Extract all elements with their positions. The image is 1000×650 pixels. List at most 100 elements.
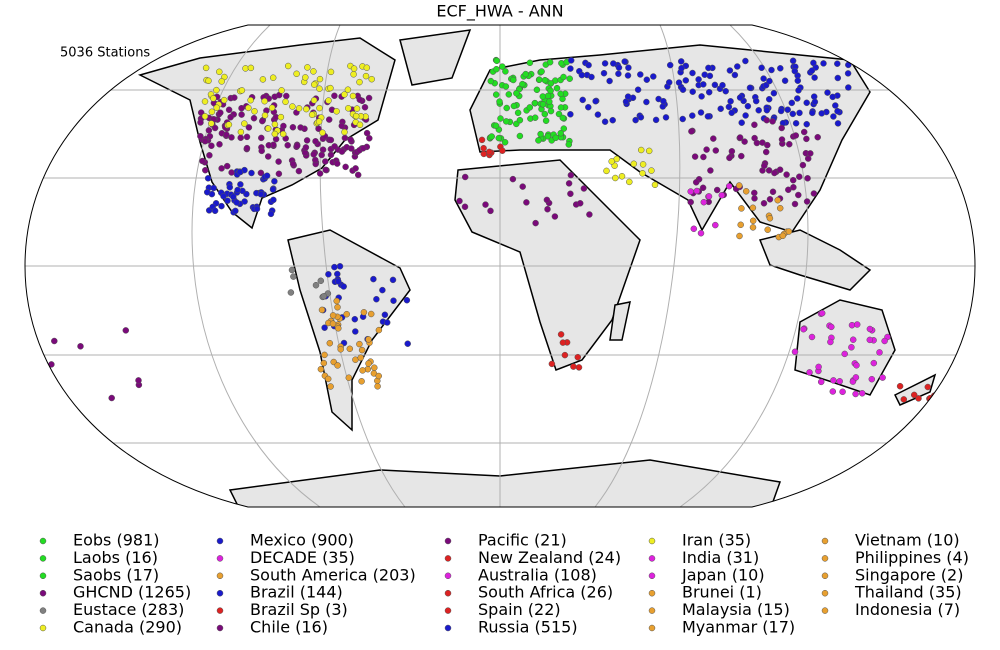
station-dot xyxy=(541,110,549,118)
station-dot xyxy=(514,109,522,117)
station-dot xyxy=(637,71,644,78)
station-dot xyxy=(557,129,564,137)
station-dot xyxy=(603,167,610,175)
station-dot xyxy=(790,184,797,191)
station-dot xyxy=(570,363,577,370)
station-dot xyxy=(728,109,735,117)
station-dot xyxy=(789,110,797,118)
station-dot xyxy=(324,375,332,383)
station-dot xyxy=(836,378,843,385)
station-dot xyxy=(806,369,813,376)
station-dot xyxy=(318,306,326,314)
station-dot xyxy=(293,70,300,78)
station-dot xyxy=(224,197,231,204)
station-dot xyxy=(284,62,292,70)
station-dot xyxy=(231,94,238,101)
station-dot xyxy=(765,167,773,174)
station-dot xyxy=(259,76,267,83)
station-dot xyxy=(327,136,335,144)
station-dot xyxy=(122,327,130,334)
station-dot xyxy=(257,169,265,177)
station-dot xyxy=(726,67,734,74)
station-dot xyxy=(352,328,359,335)
continents xyxy=(137,29,937,507)
station-dot xyxy=(785,228,793,235)
station-dot xyxy=(703,146,710,153)
station-dot xyxy=(679,115,686,123)
station-dot xyxy=(359,145,367,152)
legend-label: Brazil (144) xyxy=(250,583,343,602)
station-dot xyxy=(852,390,859,398)
station-dot xyxy=(699,184,707,192)
station-dot xyxy=(350,71,357,78)
station-dot xyxy=(896,382,904,390)
station-dot xyxy=(808,333,816,341)
station-dot xyxy=(576,200,584,207)
station-dot xyxy=(586,211,593,218)
station-dot xyxy=(510,102,518,110)
station-dot xyxy=(487,207,494,215)
station-dot xyxy=(533,86,541,94)
station-dot xyxy=(245,104,252,112)
station-dot xyxy=(357,354,364,361)
station-dot xyxy=(763,106,771,114)
station-dot xyxy=(316,85,323,92)
station-dot xyxy=(829,93,836,101)
station-dot xyxy=(705,193,713,200)
legend-marker xyxy=(821,537,829,545)
station-dot xyxy=(578,71,586,79)
station-dot xyxy=(337,346,344,353)
station-dot xyxy=(727,98,734,105)
station-dot xyxy=(371,364,378,371)
station-dot xyxy=(510,76,517,84)
station-dot xyxy=(779,232,787,240)
station-dot xyxy=(546,98,553,105)
station-dot xyxy=(814,133,821,141)
station-dot xyxy=(312,156,319,164)
station-dot xyxy=(766,196,774,203)
station-dot xyxy=(752,97,760,105)
station-dot xyxy=(370,275,377,283)
station-dot xyxy=(712,147,720,154)
station-dot xyxy=(331,263,338,271)
station-dot xyxy=(766,77,773,85)
station-dot xyxy=(791,348,799,356)
station-dot xyxy=(546,58,554,66)
station-dot xyxy=(689,69,696,77)
station-dot xyxy=(774,196,781,204)
station-dot xyxy=(807,150,814,157)
station-dot xyxy=(791,200,799,208)
station-dot xyxy=(659,103,667,110)
station-dot xyxy=(786,140,793,148)
station-dot xyxy=(594,111,602,118)
station-dot xyxy=(287,289,295,296)
station-dot xyxy=(258,134,265,142)
station-dot xyxy=(327,68,335,76)
station-dot xyxy=(205,77,212,85)
legend-label: South America (203) xyxy=(250,565,416,584)
station-dot xyxy=(352,165,359,172)
station-dot xyxy=(624,72,632,79)
legend-marker xyxy=(648,537,656,545)
station-dot xyxy=(665,79,673,86)
station-dot xyxy=(487,77,495,85)
station-dot xyxy=(275,170,283,178)
station-dot xyxy=(461,203,469,211)
station-dot xyxy=(225,121,233,128)
station-dot xyxy=(841,350,848,358)
station-dots xyxy=(37,56,938,403)
station-dot xyxy=(764,226,771,233)
station-dot xyxy=(626,178,633,186)
station-dot xyxy=(502,118,510,125)
eurasia xyxy=(469,44,871,233)
station-dot xyxy=(335,278,342,285)
station-dot xyxy=(811,74,818,81)
station-dot xyxy=(269,74,277,81)
station-dot xyxy=(310,68,317,75)
station-dot xyxy=(349,92,357,100)
station-dot xyxy=(197,119,204,126)
station-dot xyxy=(645,147,653,155)
station-dot xyxy=(763,116,770,124)
station-dot xyxy=(712,221,719,229)
station-dot xyxy=(345,374,353,381)
